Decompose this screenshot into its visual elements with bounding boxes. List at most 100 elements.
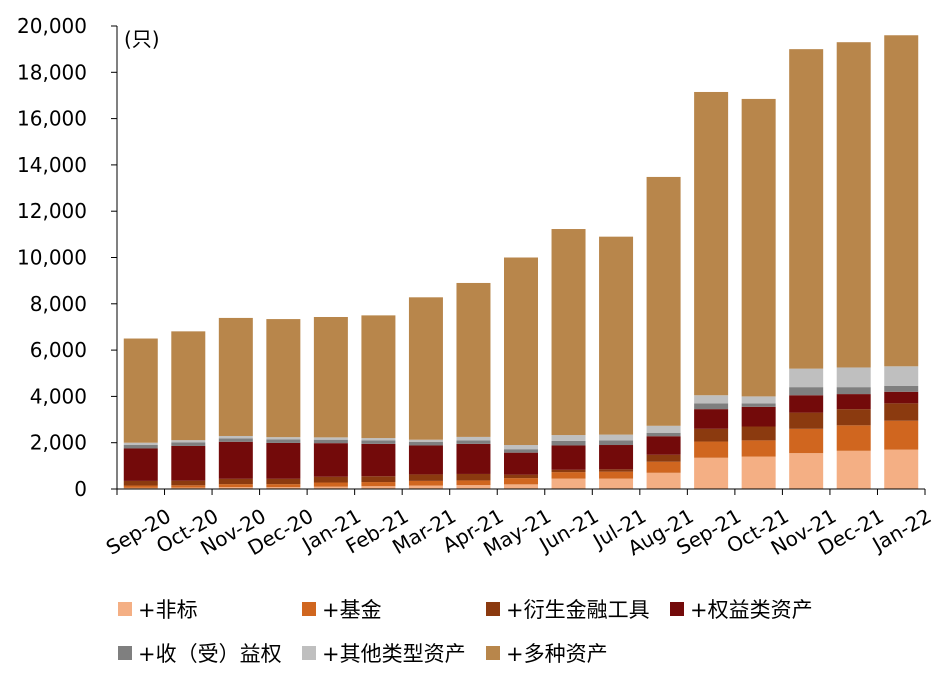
bar-segment — [266, 442, 301, 479]
bar-segment — [836, 42, 871, 368]
y-tick-label: 6,000 — [30, 338, 87, 362]
bar-segment — [408, 485, 443, 489]
bar-segment — [123, 480, 158, 486]
bar-segment — [408, 442, 443, 446]
bar-segment — [836, 450, 871, 489]
bar-segment — [599, 440, 634, 446]
legend-swatch — [118, 646, 132, 660]
bar-segment — [504, 478, 538, 485]
bar-segment — [123, 487, 158, 489]
bar-segment — [408, 297, 443, 440]
bar-segment — [123, 338, 158, 443]
bar-segment — [361, 438, 396, 441]
bar-segment — [741, 403, 776, 407]
bar-segment — [504, 474, 538, 479]
y-tick-label: 4,000 — [30, 384, 87, 408]
legend-item: +基金 — [302, 598, 382, 622]
bar-segment — [884, 35, 919, 367]
y-axis-unit-label: (只) — [124, 27, 160, 51]
bar-segment — [741, 406, 776, 427]
bar-segment — [694, 395, 729, 404]
legend-item: +权益类资产 — [670, 598, 813, 622]
bar-segment — [836, 409, 871, 426]
legend-item: +其他类型资产 — [302, 642, 466, 666]
bar-segment — [408, 439, 443, 443]
bar-segment — [599, 236, 634, 435]
bar-segment — [123, 448, 158, 481]
bar-segment — [218, 478, 253, 485]
y-tick-label: 10,000 — [17, 246, 87, 270]
legend-swatch — [486, 646, 500, 660]
bar-segment — [551, 440, 586, 446]
bar-segment — [694, 403, 729, 410]
bar-segment — [218, 441, 253, 479]
y-axis: 0 2,000 4,000 6,000 8,000 10,000 12,000 14,000 1… — [17, 14, 118, 501]
bar-segment — [789, 412, 824, 429]
bar-segment — [504, 449, 538, 453]
bar-segment — [313, 439, 348, 444]
bar-segment — [551, 472, 586, 479]
bar-segment — [551, 229, 586, 436]
bar-segment — [171, 331, 206, 441]
legend-swatch — [302, 646, 316, 660]
bar-segment — [456, 443, 491, 474]
bar-segment — [266, 439, 301, 443]
bar-segment — [218, 435, 253, 439]
bar-segment — [456, 473, 491, 481]
bar-segment — [551, 435, 586, 441]
bar-segment — [313, 482, 348, 487]
legend-label: +基金 — [322, 598, 382, 622]
bar-segment — [408, 480, 443, 486]
legend-label: +权益类资产 — [690, 598, 813, 622]
bar-segment — [836, 367, 871, 388]
y-tick-label: 18,000 — [17, 60, 87, 84]
bar-segment — [361, 315, 396, 439]
bar-segment — [884, 391, 919, 404]
y-tick-label: 16,000 — [17, 107, 87, 131]
bar-segment — [504, 452, 538, 475]
bar-segment — [218, 487, 253, 489]
bar-segment — [884, 366, 919, 386]
bar-segment — [123, 485, 158, 488]
x-axis: Sep-20Oct-20Nov-20Dec-20Jan-21Feb-21Mar-… — [102, 488, 935, 561]
bar-segment — [646, 472, 681, 489]
y-tick-label: 14,000 — [17, 153, 87, 177]
bar-segment — [646, 461, 681, 473]
bar-segment — [884, 403, 919, 421]
bar-segment — [836, 387, 871, 395]
bar-segment — [694, 457, 729, 489]
bar-segment — [313, 486, 348, 489]
bar-segment — [361, 443, 396, 477]
bar-segment — [884, 420, 919, 450]
bar-segment — [171, 487, 206, 489]
bar-segment — [218, 438, 253, 442]
bar-segment — [741, 440, 776, 457]
bar-segment — [694, 428, 729, 442]
bar-segment — [646, 425, 681, 433]
bar-segment — [504, 484, 538, 489]
bar-segment — [123, 445, 158, 449]
bar-segment — [171, 445, 206, 481]
legend: +非标 +基金 +衍生金融工具 +权益类资产 +收（受）益权 +其他类型资产 +多种资产 — [118, 598, 813, 666]
bar-segment — [551, 478, 586, 489]
legend-label: +收（受）益权 — [138, 642, 282, 666]
bar-segment — [551, 469, 586, 473]
bar-segment — [836, 394, 871, 410]
bar-segment — [599, 469, 634, 472]
bar-segment — [266, 487, 301, 489]
bar-segment — [456, 282, 491, 437]
bar-segment — [456, 436, 491, 441]
bar-segment — [171, 480, 206, 486]
bar-segment — [599, 445, 634, 470]
bar-segment — [599, 434, 634, 441]
y-tick-label: 12,000 — [17, 199, 87, 223]
bar-segment — [551, 445, 586, 470]
bar-segment — [313, 476, 348, 483]
bar-segment — [456, 480, 491, 486]
bar-segment — [789, 387, 824, 396]
bar-segment — [456, 485, 491, 489]
bar-segment — [741, 456, 776, 489]
bar-segment — [266, 484, 301, 488]
bar-segment — [741, 426, 776, 441]
